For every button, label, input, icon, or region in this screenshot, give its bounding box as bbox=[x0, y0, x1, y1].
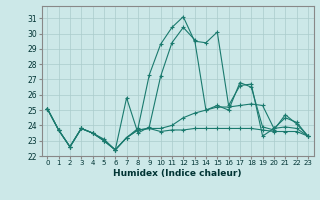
X-axis label: Humidex (Indice chaleur): Humidex (Indice chaleur) bbox=[113, 169, 242, 178]
